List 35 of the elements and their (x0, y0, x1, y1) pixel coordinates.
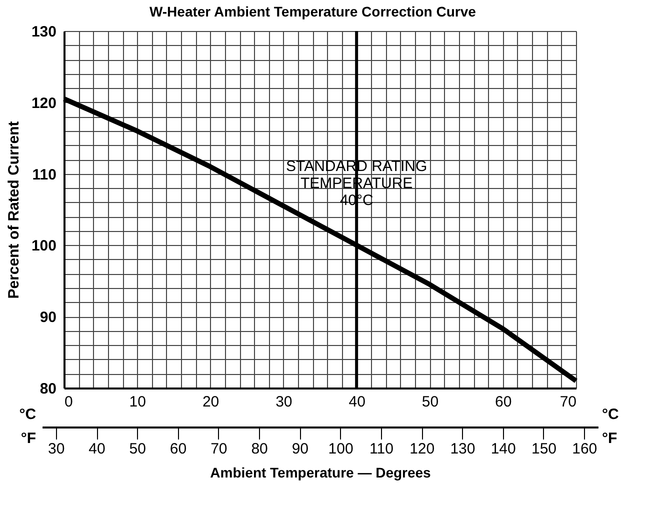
x2-tick-label: 140 (490, 440, 516, 458)
chart-title: W-Heater Ambient Temperature Correction Curve (149, 4, 476, 20)
x2-tick-label: 60 (170, 440, 187, 458)
x-tick-label: 10 (129, 394, 146, 410)
x2-tick-label: 70 (210, 440, 228, 458)
x2-tick-label: 50 (129, 440, 146, 458)
y-tick-label: 80 (40, 380, 56, 398)
x2-tick-label: 30 (48, 440, 65, 458)
text: °C (19, 406, 36, 423)
text: °F (602, 430, 618, 447)
x2-tick-label: 80 (251, 440, 268, 458)
x2-tick-label: 120 (410, 440, 435, 458)
x-tick-label: 40 (348, 394, 366, 410)
text: °F (20, 430, 36, 447)
x2-tick-label: 130 (450, 440, 476, 458)
y-tick-label: 110 (32, 166, 56, 184)
x-tick-label: 20 (202, 394, 220, 410)
x-tick-label: 60 (495, 394, 512, 410)
y-tick-label: 90 (40, 309, 56, 326)
x2-tick-label: 100 (328, 440, 354, 458)
x2-tick-label: 160 (572, 440, 598, 458)
text: °C (602, 406, 619, 423)
x-tick-label: 70 (560, 394, 576, 410)
x-tick-label: 30 (276, 394, 292, 410)
x2-tick-label: 40 (88, 440, 106, 458)
x2-tick-label: 90 (292, 440, 309, 458)
x-tick-label: 0 (64, 394, 73, 410)
y-tick-label: 100 (31, 238, 56, 255)
x2-tick-label: 110 (369, 440, 394, 458)
y-tick-label: 120 (31, 94, 56, 112)
x-axis-title: Ambient Temperature — Degrees (210, 464, 432, 480)
y-tick-label: 130 (31, 24, 56, 40)
y-axis-title: Percent of Rated Current (5, 121, 22, 299)
x-tick-label: 50 (422, 394, 439, 410)
x2-tick-label: 150 (531, 440, 557, 458)
